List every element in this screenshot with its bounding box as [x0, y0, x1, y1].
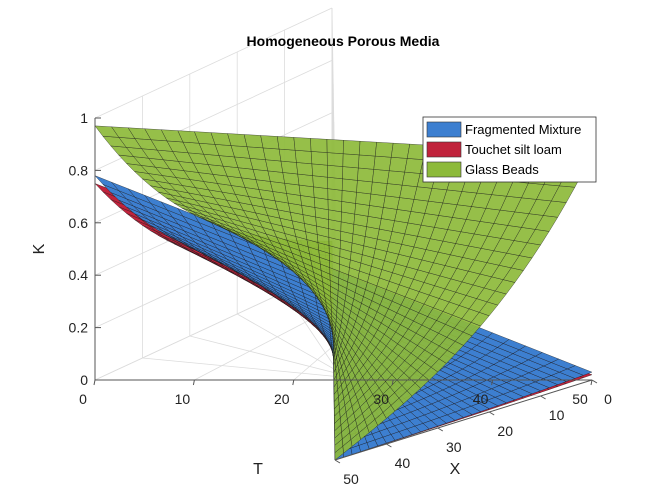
surface-patch	[381, 207, 398, 221]
surface-patch	[342, 166, 359, 181]
t-tick	[491, 379, 494, 386]
surface-patch	[293, 137, 312, 152]
z-tick-label: 1	[80, 110, 88, 126]
surface-patch	[267, 170, 285, 184]
t-tick-label: 40	[473, 391, 489, 407]
t-tick-label: 50	[572, 391, 588, 407]
surface-patch	[389, 157, 408, 173]
surface-patch	[277, 136, 296, 151]
chart-title: Homogeneous Porous Media	[247, 33, 440, 49]
z-axis-label: K	[31, 243, 48, 254]
surface-patch	[243, 134, 264, 149]
surface-patch	[278, 148, 297, 163]
surface-patch	[355, 191, 372, 206]
x-tick	[488, 411, 495, 416]
t-tick	[93, 379, 96, 386]
surface-patch	[358, 141, 377, 157]
surface-patch	[326, 139, 344, 154]
surface-patch	[341, 178, 358, 193]
x-tick	[591, 379, 598, 384]
legend-swatch-fragmented	[426, 121, 462, 138]
t-axis-label: T	[253, 461, 263, 478]
legend-label-fragmented: Fragmented Mixture	[465, 122, 581, 137]
legend-label-touchet: Touchet silt loam	[465, 142, 562, 157]
surface-patch	[294, 150, 313, 165]
z-tick-label: 0.4	[69, 267, 89, 283]
t-tick	[391, 379, 394, 386]
surface-patch	[342, 153, 360, 169]
surface-patch	[358, 154, 376, 170]
surface-patch	[566, 365, 593, 376]
surface-patch	[246, 146, 266, 160]
t-tick	[292, 379, 295, 386]
legend-swatch-touchet	[426, 141, 462, 158]
t-tick-label: 30	[373, 391, 389, 407]
t-tick	[192, 379, 195, 386]
surface-patch	[297, 173, 314, 188]
surface-patch	[372, 169, 390, 184]
t-tick	[590, 379, 593, 386]
surface-patch	[370, 181, 388, 196]
surface-patch	[312, 175, 328, 189]
surface-patch	[313, 186, 329, 200]
x-axis-label: X	[450, 461, 461, 478]
surface-patch	[383, 195, 400, 210]
surface-patch	[296, 162, 313, 176]
surface-patch	[326, 152, 344, 167]
legend-label-glass: Glass Beads	[465, 162, 539, 177]
surface-patch	[282, 172, 300, 186]
z-tick-label: 0.2	[69, 320, 89, 336]
grid-z-left-5	[94, 7, 333, 119]
grid-floor-t-2	[293, 345, 334, 381]
surface-patch	[357, 167, 374, 183]
x-tick	[386, 443, 392, 448]
z-tick-label: 0.8	[69, 162, 89, 178]
surface-patch	[404, 158, 424, 174]
x-tick	[540, 395, 546, 400]
t-tick-label: 10	[175, 391, 191, 407]
surface-patch	[367, 205, 384, 219]
t-tick-label: 20	[274, 391, 290, 407]
surface-patch	[265, 159, 284, 173]
surface-patch	[387, 170, 405, 186]
x-tick-label: 20	[497, 423, 513, 439]
surface-patch	[373, 155, 392, 171]
x-tick-label: 10	[549, 407, 565, 423]
axes-box-front	[94, 118, 593, 461]
surface-patch	[327, 188, 343, 202]
legend-swatch-glass	[426, 161, 462, 178]
surface-patch	[260, 135, 280, 150]
x-tick	[437, 427, 444, 432]
surface-patch	[369, 193, 386, 208]
surface-patch	[298, 184, 315, 198]
x-tick-label: 0	[604, 391, 612, 407]
z-tick-label: 0.6	[69, 215, 89, 231]
x-axis-line	[334, 379, 593, 461]
x-tick	[334, 459, 341, 464]
surface-patch	[391, 142, 410, 159]
surface-patch	[342, 140, 361, 156]
surface-patch	[327, 165, 344, 179]
surface-patch	[327, 177, 343, 191]
x-tick-label: 30	[446, 439, 462, 455]
surface-patch	[311, 163, 328, 178]
x-tick-label: 50	[343, 471, 359, 487]
surface-patch	[310, 151, 328, 166]
surface-patch	[354, 203, 370, 217]
z-tick-label: 0	[80, 372, 88, 388]
surface-patch	[341, 190, 357, 204]
t-tick-label: 0	[79, 391, 87, 407]
surface-patch	[262, 147, 282, 162]
x-tick-label: 40	[395, 455, 411, 471]
surface-patch	[310, 138, 328, 153]
surface-patch	[385, 183, 403, 198]
surface-patch	[280, 160, 298, 175]
legend: Fragmented Mixture Touchet silt loam Gla…	[422, 116, 597, 183]
surface-patch	[341, 201, 356, 215]
surface-patch	[375, 142, 394, 158]
surface-patch	[356, 180, 373, 195]
